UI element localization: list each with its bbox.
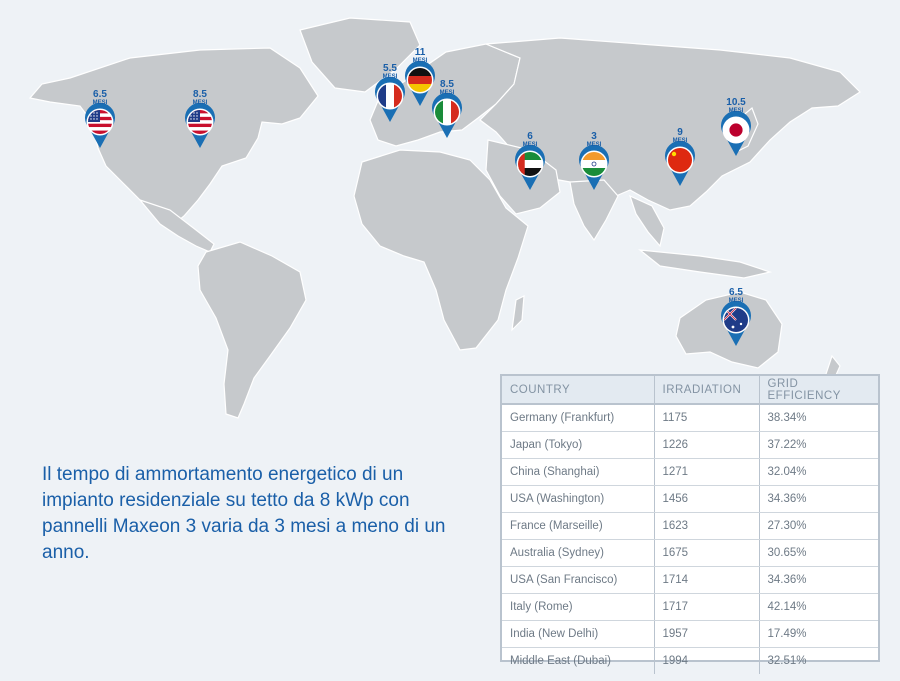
cell-irradiation: 1717 (654, 593, 760, 621)
cell-country: China (Shanghai) (502, 458, 655, 486)
pin-value: 6 (527, 131, 533, 142)
pin-unit: MESI (193, 100, 208, 106)
table-row: Australia (Sydney) 1675 30.65% (502, 539, 878, 567)
cell-efficiency: 42.14% (759, 593, 878, 621)
header-irradiation: IRRADIATION (654, 376, 760, 405)
table-row: France (Marseille) 1623 27.30% (502, 512, 878, 540)
germany-flag-icon (408, 68, 432, 92)
pin-value: 6.5 (93, 89, 107, 100)
pin-value: 6.5 (729, 287, 743, 298)
table-row: Germany (Frankfurt) 1175 38.34% (502, 404, 878, 432)
data-table-container: COUNTRY IRRADIATION GRID EFFICIENCY Germ… (500, 374, 880, 674)
cell-irradiation: 1675 (654, 539, 760, 567)
pin-unit: MESI (413, 58, 428, 64)
usa-flag-icon (88, 110, 112, 134)
pin-value: 9 (677, 127, 683, 138)
cell-country: France (Marseille) (502, 512, 655, 540)
cell-efficiency: 32.51% (767, 655, 807, 667)
cell-country: Australia (Sydney) (502, 539, 655, 567)
cell-efficiency: 32.04% (759, 458, 878, 486)
cell-efficiency: 27.30% (759, 512, 878, 540)
cell-efficiency: 30.65% (759, 539, 878, 567)
table-row: Italy (Rome) 1717 42.14% (502, 593, 878, 621)
cell-irradiation: 1175 (654, 404, 760, 432)
pin-unit: MESI (440, 90, 455, 96)
cell-irradiation: 1957 (654, 620, 760, 648)
land-masses (28, 17, 861, 419)
table-header-row: COUNTRY IRRADIATION GRID EFFICIENCY (502, 376, 878, 405)
cell-efficiency: 34.36% (759, 485, 878, 513)
pin-unit: MESI (93, 100, 108, 106)
table-row: USA (Washington) 1456 34.36% (502, 485, 878, 513)
australia-flag-icon (724, 308, 748, 332)
cell-country: Japan (Tokyo) (502, 431, 655, 459)
pin-unit: MESI (729, 298, 744, 304)
uae-flag-icon (518, 152, 542, 176)
india-flag-icon (582, 152, 606, 176)
pin-value: 8.5 (440, 79, 454, 90)
china-flag-icon (668, 148, 692, 172)
irradiation-table: COUNTRY IRRADIATION GRID EFFICIENCY Germ… (502, 376, 878, 674)
cell-efficiency: 37.22% (759, 431, 878, 459)
cell-irradiation: 1994 (654, 647, 760, 674)
italy-flag-icon (435, 100, 459, 124)
france-flag-icon (378, 84, 402, 108)
cell-efficiency: 38.34% (759, 404, 878, 432)
pin-value: 3 (591, 131, 597, 142)
table-row: China (Shanghai) 1271 32.04% (502, 458, 878, 486)
table-row: India (New Delhi) 1957 17.49% (502, 620, 878, 648)
pin-value: 11 (415, 47, 426, 58)
cell-efficiency: 17.49% (759, 620, 878, 648)
payback-caption: Il tempo di ammortamento energetico di u… (42, 464, 446, 563)
cell-efficiency: 34.36% (759, 566, 878, 594)
cell-country: USA (San Francisco) (502, 566, 655, 594)
cell-irradiation: 1226 (654, 431, 760, 459)
cell-country: USA (Washington) (502, 485, 655, 513)
cell-irradiation: 1456 (654, 485, 760, 513)
pin-value: 5.5 (383, 63, 397, 74)
cell-country: Italy (Rome) (502, 593, 655, 621)
pin-unit: MESI (673, 138, 688, 144)
table-row: Japan (Tokyo) 1226 37.22% (502, 431, 878, 459)
pin-unit: MESI (587, 142, 602, 148)
cell-country: Germany (Frankfurt) (502, 404, 655, 432)
pin-value: 8.5 (193, 89, 207, 100)
pin-unit: MESI (383, 74, 398, 80)
cell-country: India (New Delhi) (502, 620, 655, 648)
cell-irradiation: 1271 (654, 458, 760, 486)
table-row: Middle East (Dubai) 1994 32.51% (502, 647, 878, 674)
header-grid-efficiency: GRID EFFICIENCY (759, 376, 878, 405)
pin-unit: MESI (729, 108, 744, 114)
japan-flag-icon (724, 118, 748, 142)
table-row: USA (San Francisco) 1714 34.36% (502, 566, 878, 594)
usa-flag-icon (188, 110, 212, 134)
cell-irradiation: 1714 (654, 566, 760, 594)
pin-unit: MESI (523, 142, 538, 148)
pins-layer: 6.5MESI8.5MESI5.5MESI11MESI8.5MESI6MESI3… (85, 47, 751, 346)
pin-value: 10.5 (726, 97, 746, 108)
header-country: COUNTRY (502, 376, 655, 405)
cell-country: Middle East (Dubai) (502, 647, 655, 674)
cell-irradiation: 1623 (654, 512, 760, 540)
